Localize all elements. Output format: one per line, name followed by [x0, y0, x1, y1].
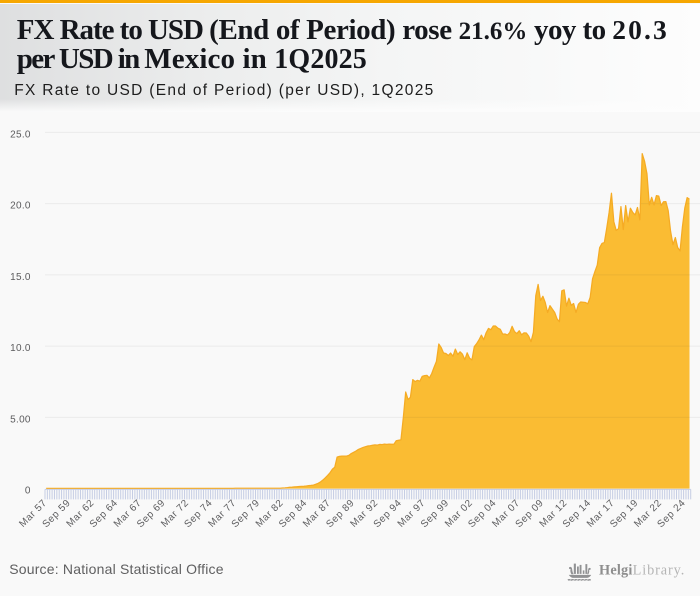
- svg-text:20.0: 20.0: [10, 201, 31, 212]
- svg-text:HelgiLibrary.: HelgiLibrary.: [599, 563, 685, 579]
- svg-text:5.00: 5.00: [10, 415, 31, 426]
- svg-text:15.0: 15.0: [10, 272, 31, 283]
- svg-text:25.0: 25.0: [10, 130, 31, 141]
- svg-text:10.0: 10.0: [10, 343, 31, 354]
- svg-text:0: 0: [25, 486, 31, 497]
